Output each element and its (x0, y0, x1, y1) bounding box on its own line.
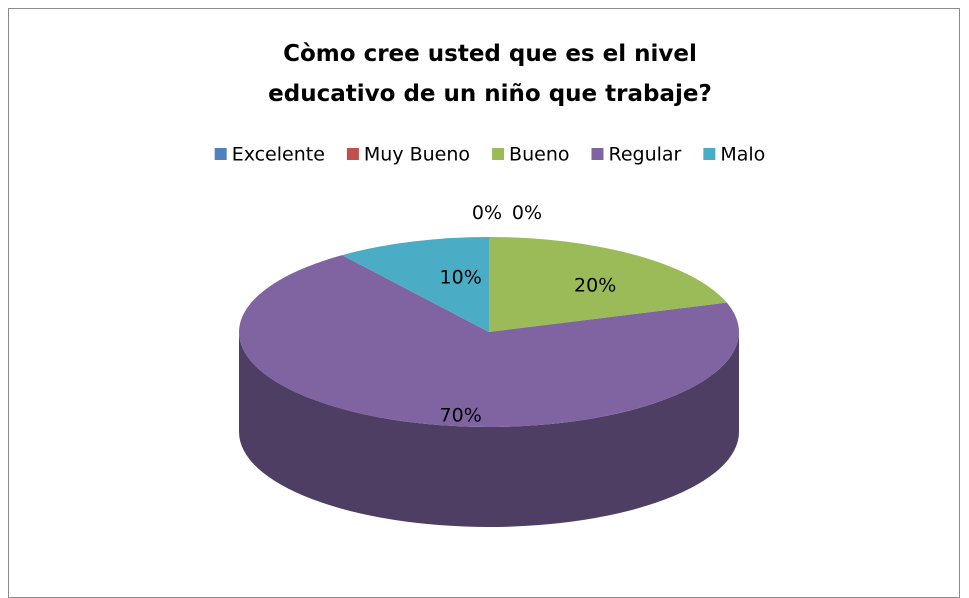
slice-side (239, 332, 739, 527)
legend-label: Muy Bueno (364, 144, 470, 166)
data-label: 70% (440, 405, 482, 427)
slice (342, 237, 489, 332)
data-label: 0% (512, 202, 542, 224)
legend: Excelente Muy Bueno Bueno Regular Malo (214, 144, 765, 166)
data-label: 20% (574, 274, 616, 296)
legend-label: Malo (720, 144, 765, 166)
legend-swatch (346, 148, 359, 160)
chart-title: Còmo cree usted que es el nivel educativ… (268, 41, 712, 107)
legend-swatch (492, 148, 505, 160)
data-label: 0% (472, 202, 502, 224)
legend-swatch (214, 148, 227, 160)
legend-label: Bueno (509, 144, 569, 166)
legend-label: Regular (608, 144, 681, 166)
data-label: 10% (440, 266, 482, 288)
slice (239, 255, 740, 428)
legend-swatch (703, 148, 716, 160)
legend-swatch (591, 148, 604, 160)
slice (489, 237, 727, 332)
legend-label: Excelente (232, 144, 325, 166)
